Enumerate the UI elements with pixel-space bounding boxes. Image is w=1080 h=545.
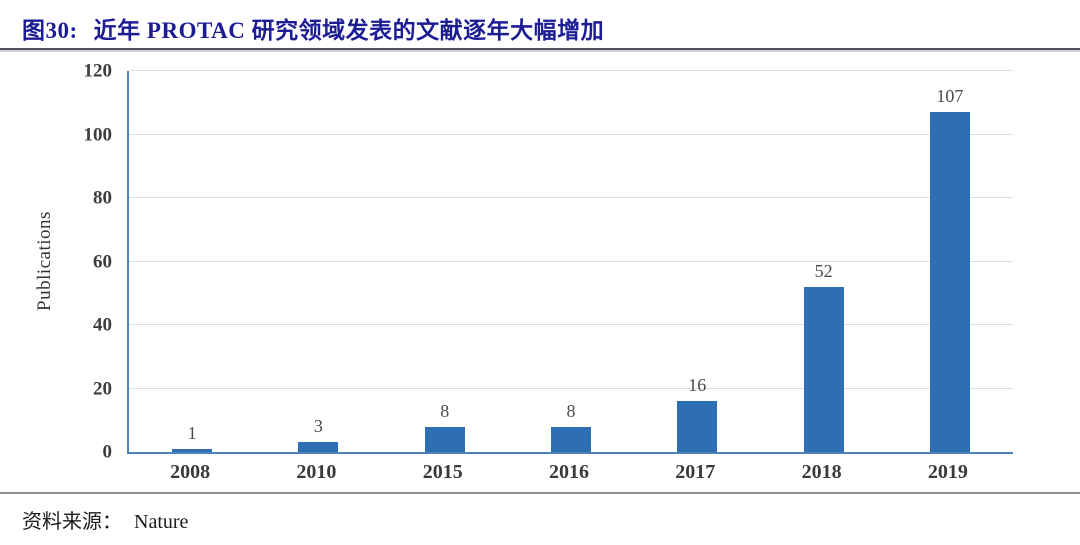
y-tick-label-0: 0	[102, 441, 113, 463]
y-tick-label-120: 120	[83, 60, 113, 82]
y-tick-label-100: 100	[83, 124, 113, 145]
bar-value-label-2015: 8	[440, 400, 450, 421]
y-tick-label-40: 40	[93, 314, 112, 336]
source-prefix: 资料来源：	[22, 511, 122, 533]
y-tick-label-80: 80	[93, 187, 112, 209]
y-axis-ticks: 0 20 40 60 80 100 120	[0, 62, 113, 462]
x-tick-label-2017: 2017	[675, 461, 716, 483]
bar-2017	[677, 401, 718, 452]
gridline-120	[129, 70, 1013, 71]
x-tick-label-2019: 2019	[927, 461, 968, 483]
bar-2010	[298, 442, 339, 452]
bar-value-label-2017: 16	[688, 375, 707, 396]
figure-header: 图30: 近年 PROTAC 研究领域发表的文献逐年大幅增加	[22, 11, 604, 45]
x-tick-label-2008: 2008	[170, 461, 211, 483]
title-divider	[0, 48, 1080, 50]
bar-value-label-2008: 1	[187, 422, 197, 443]
bar-2018	[803, 286, 844, 452]
source-line: 资料来源： Nature	[22, 505, 188, 534]
y-tick-label-60: 60	[93, 251, 112, 272]
bar-value-label-2010: 3	[313, 416, 323, 437]
figure-label: 图30:	[22, 18, 78, 43]
gridline-20	[129, 387, 1013, 389]
footer-divider	[0, 492, 1080, 494]
source-name: Nature	[134, 511, 189, 533]
bar-2015	[424, 426, 465, 452]
x-axis-labels: 2008 2010 2015 2016 2017 2018 2019	[127, 461, 1011, 487]
gridline-60	[129, 260, 1013, 262]
bar-value-label-2018: 52	[814, 260, 833, 281]
x-tick-label-2016: 2016	[549, 461, 589, 483]
bar-2008	[172, 448, 213, 452]
x-tick-label-2015: 2015	[422, 461, 463, 483]
gridline-80	[129, 197, 1013, 198]
bar-value-label-2019: 107	[936, 86, 964, 107]
x-tick-label-2010: 2010	[296, 461, 337, 483]
plot-area: 1 3 8 8 16 52 107	[127, 70, 1013, 454]
bar-value-label-2016: 8	[566, 400, 576, 421]
gridline-100	[129, 133, 1013, 135]
y-tick-label-20: 20	[93, 378, 112, 399]
figure-title: 近年 PROTAC 研究领域发表的文献逐年大幅增加	[93, 18, 605, 43]
bar-2016	[551, 426, 591, 452]
x-tick-label-2018: 2018	[801, 461, 842, 483]
gridline-40	[129, 324, 1013, 325]
bar-2019	[929, 112, 970, 452]
